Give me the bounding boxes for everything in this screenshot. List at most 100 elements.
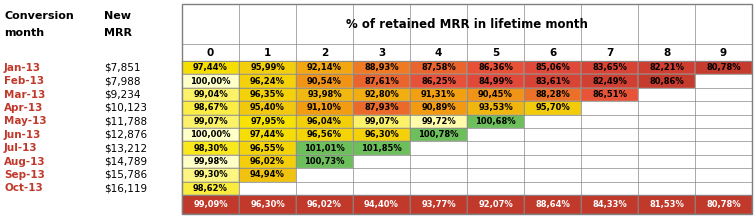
Text: 84,99%: 84,99% (478, 77, 513, 86)
Text: 92,14%: 92,14% (307, 63, 342, 72)
FancyBboxPatch shape (353, 128, 410, 141)
Text: 88,93%: 88,93% (364, 63, 399, 72)
FancyBboxPatch shape (239, 61, 296, 74)
Text: 5: 5 (492, 48, 499, 58)
FancyBboxPatch shape (296, 141, 353, 155)
FancyBboxPatch shape (410, 61, 467, 74)
Text: 97,44%: 97,44% (250, 130, 285, 139)
FancyBboxPatch shape (182, 155, 239, 168)
Text: 98,30%: 98,30% (194, 144, 228, 153)
FancyBboxPatch shape (239, 168, 296, 182)
Text: 96,30%: 96,30% (250, 200, 285, 209)
Text: Feb-13: Feb-13 (4, 76, 44, 86)
Text: 100,73%: 100,73% (304, 157, 345, 166)
Text: 9: 9 (720, 48, 727, 58)
FancyBboxPatch shape (182, 195, 239, 214)
Text: 2: 2 (321, 48, 328, 58)
Text: 93,77%: 93,77% (421, 200, 456, 209)
FancyBboxPatch shape (296, 115, 353, 128)
FancyBboxPatch shape (239, 195, 296, 214)
FancyBboxPatch shape (524, 101, 581, 115)
Text: $12,876: $12,876 (104, 130, 147, 140)
FancyBboxPatch shape (581, 195, 638, 214)
Text: Mar-13: Mar-13 (4, 90, 45, 99)
Text: Oct-13: Oct-13 (4, 183, 43, 193)
Text: 92,07%: 92,07% (478, 200, 513, 209)
Text: 96,02%: 96,02% (307, 200, 342, 209)
Text: 0: 0 (207, 48, 214, 58)
FancyBboxPatch shape (182, 4, 752, 44)
Text: Jan-13: Jan-13 (4, 63, 41, 73)
Text: 92,80%: 92,80% (364, 90, 399, 99)
Text: 91,10%: 91,10% (307, 103, 342, 112)
FancyBboxPatch shape (581, 74, 638, 88)
FancyBboxPatch shape (524, 74, 581, 88)
FancyBboxPatch shape (296, 74, 353, 88)
Text: 1: 1 (264, 48, 271, 58)
FancyBboxPatch shape (296, 195, 353, 214)
FancyBboxPatch shape (524, 61, 581, 74)
Text: 99,07%: 99,07% (364, 117, 399, 126)
FancyBboxPatch shape (296, 128, 353, 141)
Text: 4: 4 (435, 48, 442, 58)
Text: 96,24%: 96,24% (250, 77, 285, 86)
Text: 100,78%: 100,78% (418, 130, 459, 139)
Text: 100,68%: 100,68% (476, 117, 516, 126)
Text: 99,07%: 99,07% (194, 117, 228, 126)
Text: 96,04%: 96,04% (307, 117, 342, 126)
FancyBboxPatch shape (467, 101, 524, 115)
Text: 95,99%: 95,99% (250, 63, 285, 72)
FancyBboxPatch shape (239, 155, 296, 168)
Text: 96,02%: 96,02% (250, 157, 285, 166)
Text: 7: 7 (606, 48, 613, 58)
FancyBboxPatch shape (353, 88, 410, 101)
FancyBboxPatch shape (296, 155, 353, 168)
Text: Sep-13: Sep-13 (4, 170, 45, 180)
Text: 93,53%: 93,53% (478, 103, 513, 112)
FancyBboxPatch shape (239, 128, 296, 141)
FancyBboxPatch shape (296, 88, 353, 101)
Text: 86,25%: 86,25% (421, 77, 456, 86)
Text: $11,788: $11,788 (104, 116, 147, 126)
FancyBboxPatch shape (353, 195, 410, 214)
FancyBboxPatch shape (410, 74, 467, 88)
Text: 6: 6 (549, 48, 556, 58)
Text: 80,78%: 80,78% (706, 63, 741, 72)
Text: 99,30%: 99,30% (194, 170, 228, 179)
Text: $7,851: $7,851 (104, 63, 141, 73)
Text: $10,123: $10,123 (104, 103, 147, 113)
Text: Conversion: Conversion (4, 11, 74, 21)
Text: 100,00%: 100,00% (191, 130, 231, 139)
FancyBboxPatch shape (239, 141, 296, 155)
FancyBboxPatch shape (410, 101, 467, 115)
FancyBboxPatch shape (353, 115, 410, 128)
Text: Aug-13: Aug-13 (4, 157, 45, 167)
Text: 95,40%: 95,40% (250, 103, 285, 112)
Text: 97,44%: 97,44% (193, 63, 228, 72)
FancyBboxPatch shape (182, 61, 239, 74)
FancyBboxPatch shape (638, 74, 695, 88)
Text: 80,78%: 80,78% (706, 200, 741, 209)
Text: 90,89%: 90,89% (421, 103, 456, 112)
FancyBboxPatch shape (182, 88, 239, 101)
Text: MRR: MRR (104, 28, 132, 38)
FancyBboxPatch shape (410, 195, 467, 214)
FancyBboxPatch shape (467, 88, 524, 101)
FancyBboxPatch shape (467, 195, 524, 214)
FancyBboxPatch shape (524, 88, 581, 101)
Text: 83,61%: 83,61% (535, 77, 570, 86)
Text: 84,33%: 84,33% (592, 200, 627, 209)
FancyBboxPatch shape (353, 141, 410, 155)
Text: 99,98%: 99,98% (194, 157, 228, 166)
Text: 81,53%: 81,53% (649, 200, 684, 209)
FancyBboxPatch shape (182, 141, 239, 155)
Text: New: New (104, 11, 131, 21)
FancyBboxPatch shape (410, 88, 467, 101)
Text: $14,789: $14,789 (104, 157, 147, 167)
Text: May-13: May-13 (4, 116, 47, 126)
Text: 96,35%: 96,35% (250, 90, 285, 99)
Text: 100,00%: 100,00% (191, 77, 231, 86)
Text: 82,49%: 82,49% (592, 77, 627, 86)
Text: month: month (4, 28, 44, 38)
FancyBboxPatch shape (581, 61, 638, 74)
